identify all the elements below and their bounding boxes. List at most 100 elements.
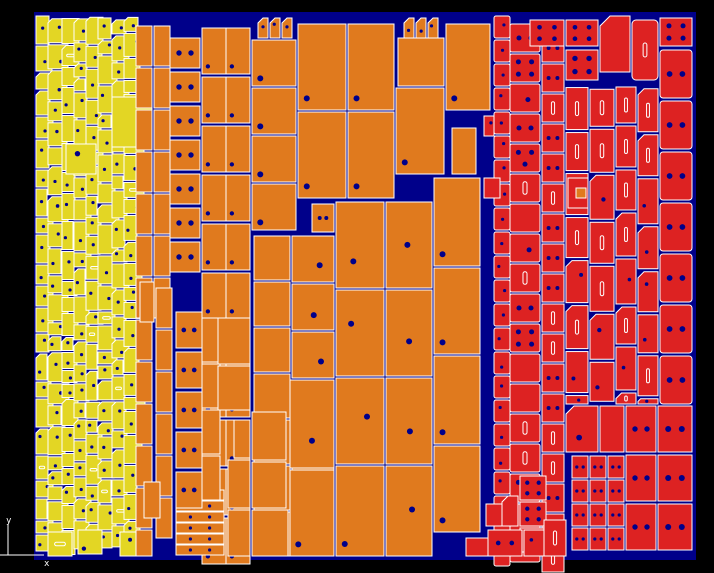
nested-part[interactable] (571, 479, 589, 503)
nested-part[interactable] (77, 529, 103, 555)
nested-part[interactable] (135, 361, 153, 403)
nested-part[interactable] (483, 115, 495, 137)
nested-part[interactable] (433, 177, 481, 267)
nested-part[interactable] (493, 207, 511, 231)
nested-part[interactable] (297, 23, 347, 111)
nested-part[interactable] (253, 235, 291, 281)
nested-part[interactable] (135, 403, 153, 445)
nested-part[interactable] (269, 17, 281, 39)
nested-part[interactable] (73, 92, 88, 119)
nested-part[interactable] (493, 135, 511, 159)
nested-part[interactable] (73, 402, 86, 419)
nested-part[interactable] (47, 223, 66, 248)
nested-part[interactable] (169, 173, 201, 205)
nested-part[interactable] (565, 49, 599, 81)
nested-part[interactable] (493, 471, 511, 495)
nested-part[interactable] (111, 359, 124, 376)
nested-part[interactable] (395, 87, 445, 175)
nested-part[interactable] (123, 373, 138, 396)
nested-part[interactable] (97, 154, 113, 183)
nested-part[interactable] (61, 251, 75, 281)
nested-part[interactable] (85, 485, 100, 501)
nested-part[interactable] (403, 17, 415, 39)
nested-part[interactable] (35, 498, 48, 520)
nested-part[interactable] (153, 67, 171, 109)
nested-part[interactable] (97, 479, 112, 504)
nested-part[interactable] (637, 314, 659, 354)
nested-part[interactable] (493, 279, 511, 303)
nested-part[interactable] (589, 503, 607, 527)
nested-part[interactable] (509, 293, 541, 323)
nested-part[interactable] (47, 166, 63, 196)
nested-part[interactable] (493, 375, 511, 399)
nested-part[interactable] (637, 355, 659, 397)
nested-part[interactable] (529, 19, 565, 47)
nested-part[interactable] (97, 365, 114, 380)
nested-part[interactable] (509, 233, 541, 263)
nested-part[interactable] (225, 27, 251, 75)
nested-part[interactable] (35, 333, 50, 353)
nested-part[interactable] (251, 461, 287, 509)
nested-part[interactable] (493, 399, 511, 423)
nested-part[interactable] (97, 255, 113, 285)
nested-part[interactable] (509, 113, 541, 143)
nested-part[interactable] (85, 370, 98, 401)
nested-part[interactable] (47, 101, 63, 122)
nested-part[interactable] (155, 329, 173, 371)
nested-part[interactable] (175, 311, 203, 349)
nested-part[interactable] (111, 62, 125, 80)
nested-part[interactable] (111, 219, 126, 249)
nested-part[interactable] (47, 275, 63, 294)
nested-part[interactable] (493, 327, 511, 351)
nested-part[interactable] (493, 447, 511, 471)
nested-part[interactable] (347, 111, 395, 199)
nested-part[interactable] (201, 174, 227, 222)
nested-part[interactable] (385, 201, 433, 289)
nested-part[interactable] (433, 355, 481, 445)
nested-part[interactable] (135, 25, 153, 67)
nested-part[interactable] (509, 203, 541, 233)
nested-part[interactable] (631, 19, 659, 81)
nested-part[interactable] (541, 93, 565, 123)
nested-part[interactable] (599, 15, 631, 73)
nested-part[interactable] (335, 201, 385, 289)
nested-part[interactable] (541, 243, 565, 273)
nested-part[interactable] (97, 422, 114, 436)
nested-part[interactable] (73, 341, 88, 364)
nested-part[interactable] (61, 468, 75, 486)
nested-part[interactable] (201, 272, 227, 320)
nested-part[interactable] (509, 353, 541, 383)
nested-part[interactable] (111, 316, 127, 339)
nested-part[interactable] (35, 139, 50, 169)
nested-part[interactable] (509, 383, 541, 413)
nested-part[interactable] (225, 76, 251, 124)
nested-part[interactable] (565, 19, 599, 47)
nested-part[interactable] (143, 481, 161, 519)
nested-part[interactable] (169, 241, 201, 273)
nested-part[interactable] (155, 287, 173, 329)
nested-part[interactable] (175, 511, 225, 523)
nested-part[interactable] (47, 456, 64, 471)
nested-part[interactable] (35, 169, 51, 188)
nested-part[interactable] (35, 264, 50, 285)
nested-part[interactable] (589, 455, 607, 479)
nested-part[interactable] (251, 87, 297, 135)
nested-part[interactable] (541, 333, 565, 363)
nested-part[interactable] (169, 37, 201, 69)
nested-part[interactable] (659, 17, 693, 47)
nested-part[interactable] (281, 17, 293, 39)
nested-part[interactable] (615, 125, 637, 168)
nested-part[interactable] (155, 413, 173, 455)
nested-part[interactable] (153, 235, 171, 277)
nested-part[interactable] (217, 317, 251, 365)
nested-part[interactable] (659, 253, 693, 303)
nested-part[interactable] (565, 305, 589, 350)
nested-part[interactable] (571, 503, 589, 527)
nested-part[interactable] (659, 49, 693, 99)
nested-part[interactable] (35, 15, 50, 45)
nested-part[interactable] (509, 173, 541, 203)
nested-part[interactable] (659, 202, 693, 252)
nested-part[interactable] (135, 235, 153, 277)
nested-part[interactable] (73, 419, 88, 440)
